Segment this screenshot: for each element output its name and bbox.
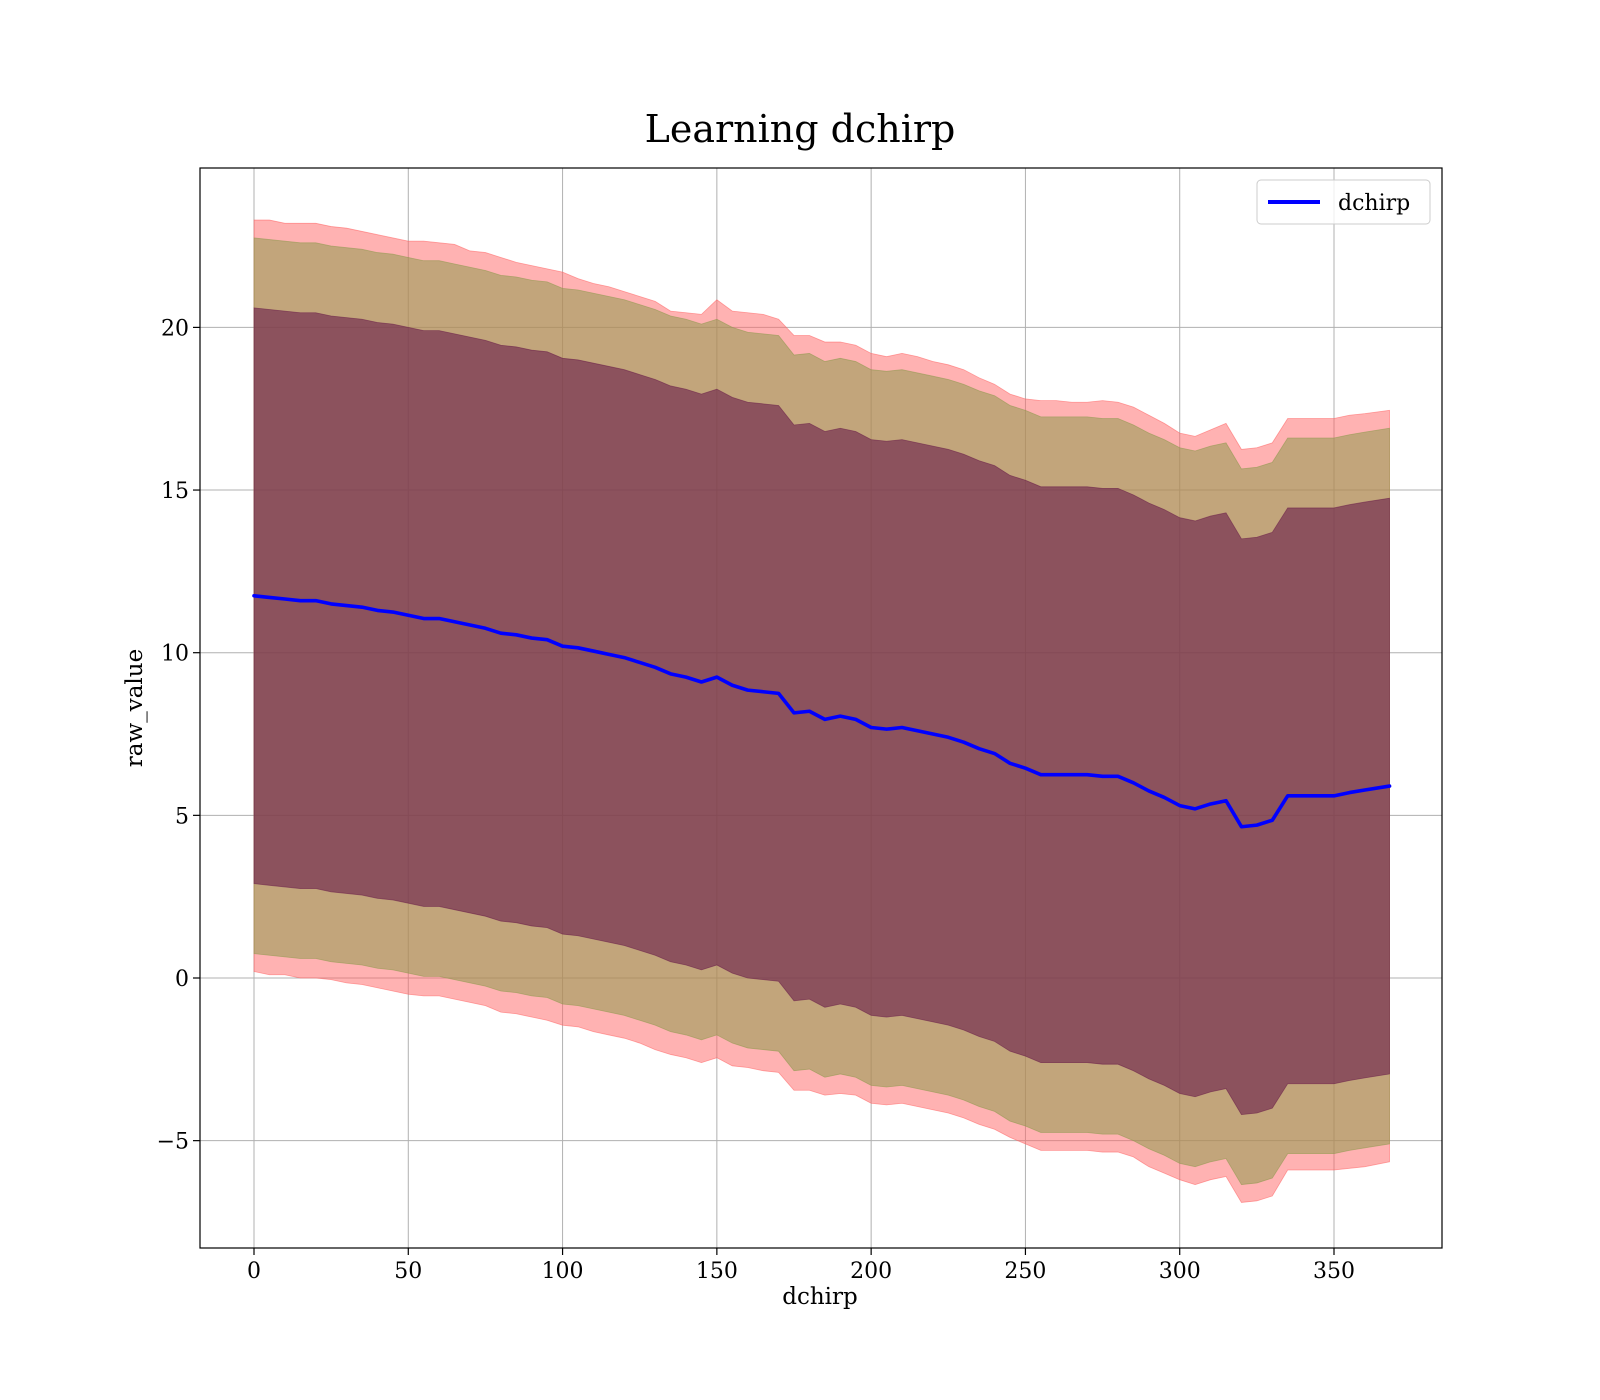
y-tick-label: 15	[161, 479, 189, 504]
x-tick-label: 150	[696, 1259, 738, 1284]
legend-label-dchirp: dchirp	[1338, 191, 1410, 216]
x-tick-label: 350	[1313, 1259, 1355, 1284]
legend: dchirp	[1256, 179, 1431, 225]
legend-box	[1256, 179, 1431, 225]
axes-frame	[199, 167, 1443, 1249]
series-line-dchirp	[252, 593, 1392, 829]
y-tick-label: −5	[157, 1130, 189, 1155]
y-tick-label: 20	[161, 316, 189, 341]
ticks: 0 50 100 150 200 250 300 350 −5 0 5 10 15 20	[157, 316, 1355, 1284]
x-tick-label: 100	[542, 1259, 584, 1284]
x-tick-label: 50	[394, 1259, 422, 1284]
chart-title: Learning dchirp	[645, 107, 956, 151]
x-tick-label: 250	[1004, 1259, 1046, 1284]
band-inner	[253, 307, 1390, 1116]
y-tick-label: 0	[175, 967, 189, 992]
x-tick-label: 0	[247, 1259, 261, 1284]
y-axis-label: raw_value	[122, 649, 148, 767]
series-lines	[252, 593, 1392, 829]
confidence-bands	[253, 219, 1390, 1203]
x-axis-label: dchirp	[782, 1284, 858, 1310]
y-tick-label: 10	[161, 642, 189, 667]
x-tick-label: 300	[1159, 1259, 1201, 1284]
x-tick-label: 200	[850, 1259, 892, 1284]
y-tick-label: 5	[175, 804, 189, 829]
